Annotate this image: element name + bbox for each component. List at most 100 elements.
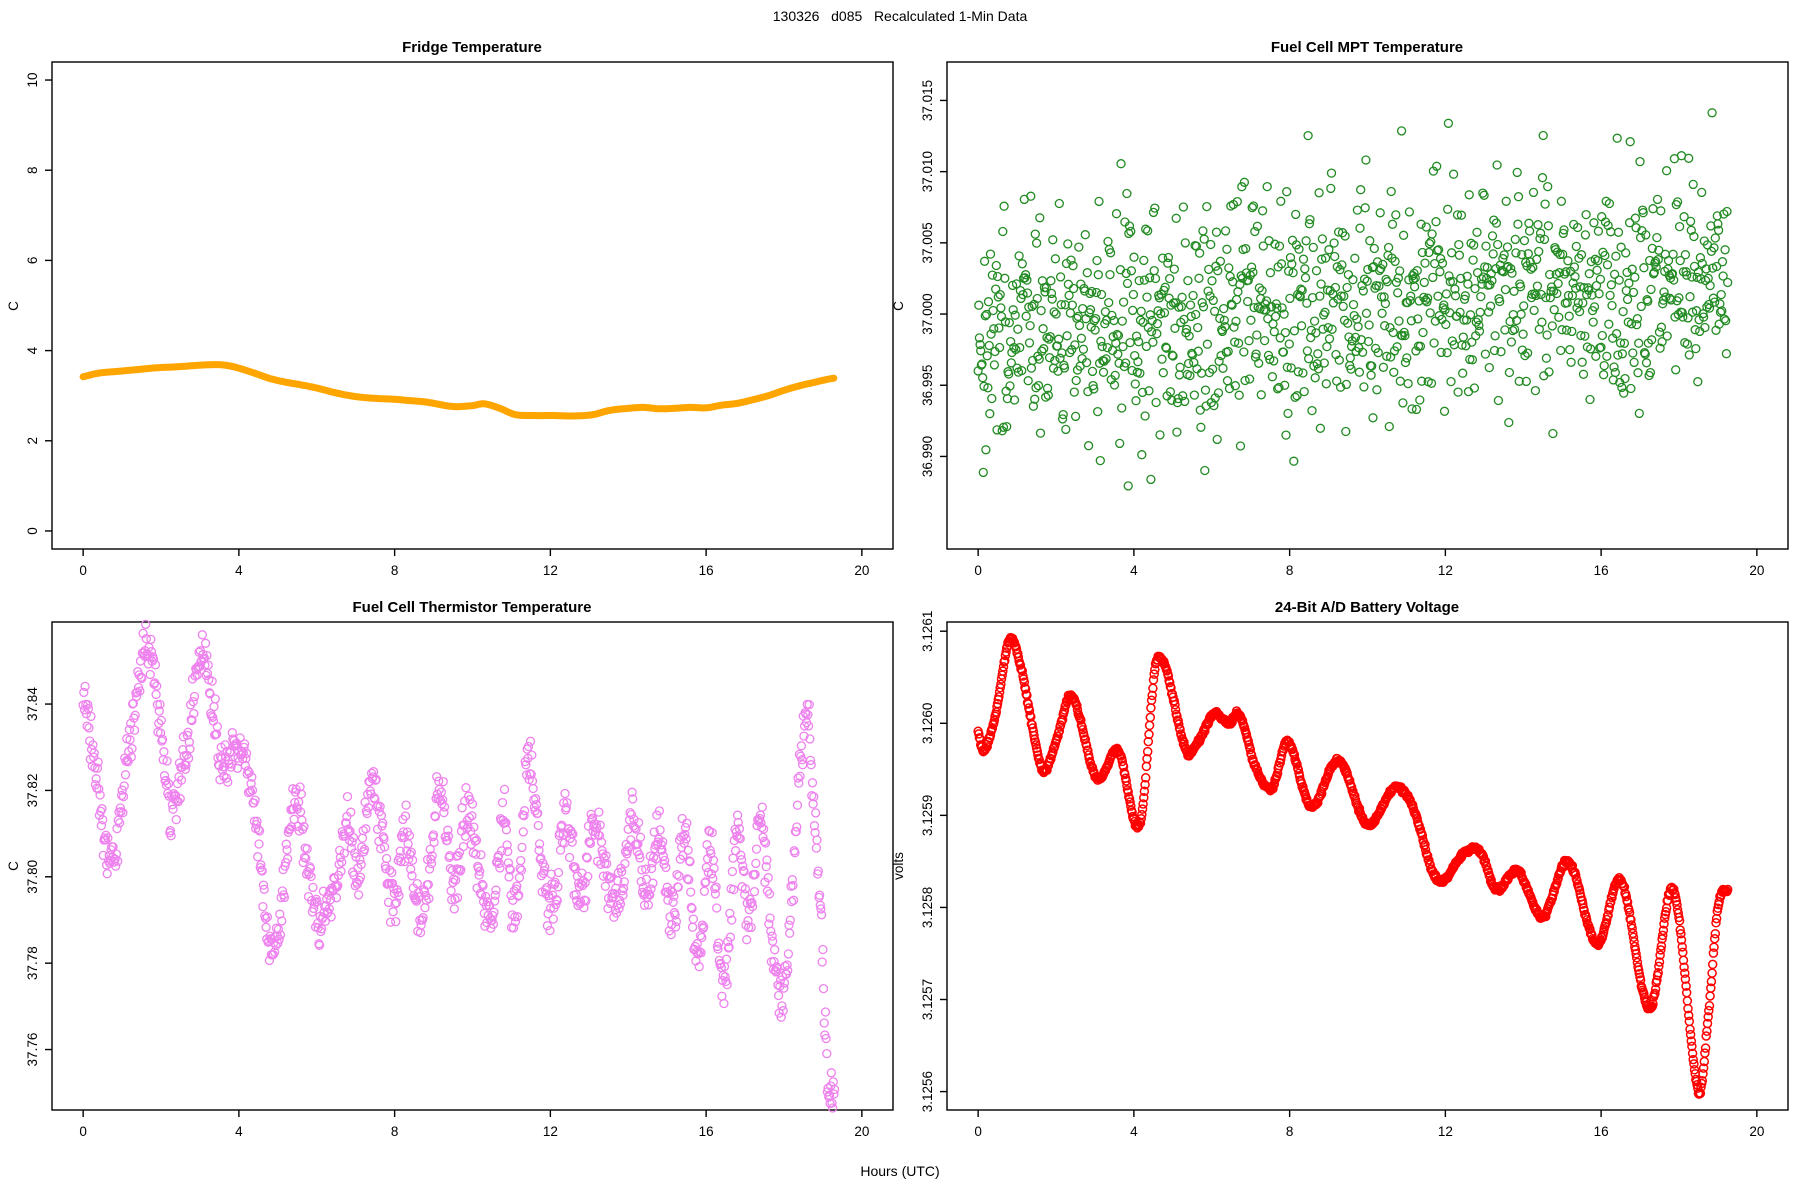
data-point <box>1058 409 1068 420</box>
x-tick-label: 20 <box>854 1124 869 1139</box>
x-tick-label: 0 <box>974 1124 982 1139</box>
data-point <box>1257 206 1268 216</box>
data-point <box>277 886 288 896</box>
data-point <box>424 893 434 904</box>
data-point <box>671 916 682 927</box>
data-point <box>1501 196 1511 206</box>
data-point <box>1684 153 1694 163</box>
data-point <box>141 619 151 630</box>
data-point <box>1038 324 1048 334</box>
y-tick-label: 37.76 <box>25 1033 40 1067</box>
data-point <box>387 878 398 889</box>
data-point <box>1052 341 1063 351</box>
data-point <box>641 874 652 884</box>
data-point <box>274 934 284 945</box>
data-point <box>727 915 737 925</box>
data-point <box>1628 287 1639 298</box>
data-point <box>707 827 717 838</box>
data-point <box>1598 370 1609 380</box>
data-point <box>1493 395 1504 406</box>
data-point <box>1202 201 1212 212</box>
data-point <box>253 824 263 835</box>
data-point <box>1558 228 1568 239</box>
data-point <box>1713 225 1724 235</box>
data-point <box>355 872 366 882</box>
y-tick-label: 3.1260 <box>920 703 935 744</box>
data-point <box>343 824 353 834</box>
data-point <box>1141 224 1151 234</box>
data-point <box>1185 370 1195 381</box>
data-point <box>1015 660 1026 670</box>
data-point <box>1485 301 1496 311</box>
data-point <box>1417 247 1428 258</box>
data-point <box>1140 411 1150 421</box>
data-point <box>443 831 454 841</box>
data-point <box>1028 401 1039 411</box>
data-point <box>1254 283 1265 293</box>
data-point <box>163 779 174 789</box>
data-point <box>1367 361 1377 371</box>
data-point <box>1317 234 1328 244</box>
x-tick-label: 12 <box>1438 1124 1453 1139</box>
data-point <box>1576 250 1587 260</box>
data-point <box>791 826 801 837</box>
x-tick-label: 4 <box>1130 563 1138 578</box>
data-point <box>1010 310 1020 320</box>
data-point <box>1486 268 1496 279</box>
data-point <box>1296 321 1307 331</box>
data-point <box>1013 324 1023 334</box>
data-point <box>1041 392 1051 402</box>
data-point <box>1288 268 1298 278</box>
data-point <box>1194 248 1205 258</box>
data-point <box>1391 210 1401 220</box>
data-point <box>1541 292 1551 303</box>
data-point <box>83 700 93 710</box>
data-point <box>1270 239 1280 249</box>
data-point <box>247 785 258 795</box>
data-point <box>776 1012 786 1022</box>
data-point <box>1654 245 1664 255</box>
data-point <box>1432 161 1442 171</box>
data-point <box>1356 185 1366 195</box>
data-point <box>785 928 795 938</box>
data-point <box>1145 310 1155 320</box>
data-point <box>1467 355 1478 365</box>
data-point <box>1024 705 1035 716</box>
data-point <box>1564 311 1574 321</box>
data-point <box>568 829 578 839</box>
data-point <box>1553 278 1563 289</box>
data-point <box>1232 196 1242 207</box>
data-point <box>1585 394 1595 405</box>
data-point <box>1516 309 1526 319</box>
data-point <box>751 844 762 854</box>
data-point <box>1089 316 1100 326</box>
data-point <box>795 771 805 781</box>
data-point <box>751 858 761 869</box>
data-point <box>1450 291 1461 301</box>
data-point <box>1716 289 1726 300</box>
data-point <box>1523 249 1533 259</box>
data-point <box>806 760 816 770</box>
data-point <box>371 774 381 785</box>
data-point <box>1313 349 1323 359</box>
data-point <box>585 838 596 849</box>
data-point <box>813 866 823 876</box>
data-point <box>1578 298 1588 308</box>
data-point <box>785 915 795 925</box>
data-point <box>508 923 519 933</box>
data-point <box>429 837 439 847</box>
data-point <box>550 877 560 888</box>
data-point <box>564 852 575 863</box>
data-point <box>1571 241 1581 252</box>
data-point <box>155 699 165 710</box>
data-point <box>1165 387 1176 397</box>
data-point <box>1476 274 1487 284</box>
data-point <box>1116 159 1126 169</box>
data-point <box>1358 286 1368 296</box>
data-point <box>1248 201 1259 211</box>
data-point <box>1030 229 1040 239</box>
data-point <box>1350 332 1361 343</box>
data-point <box>1272 384 1283 394</box>
data-point <box>1158 368 1168 378</box>
data-point <box>1378 362 1389 372</box>
